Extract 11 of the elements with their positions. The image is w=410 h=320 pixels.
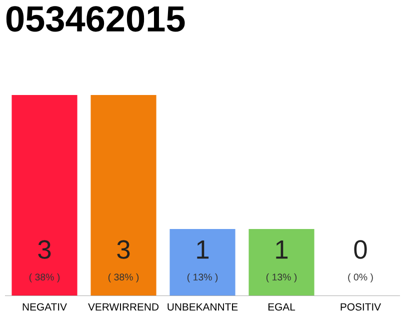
x-tick-label: NEGATIV: [22, 303, 67, 311]
chart-title: 053462015: [6, 6, 185, 32]
data-label: 3 ( 38% ): [108, 240, 139, 282]
data-label: 3 ( 38% ): [29, 240, 60, 282]
x-tick-label: EGAL: [268, 303, 296, 311]
data-label: 1 ( 13% ): [266, 240, 297, 282]
x-tick-label: UNBEKANNTE: [168, 303, 238, 311]
x-tick-label: POSITIV: [340, 303, 382, 311]
x-tick-label: VERWIRREND: [88, 303, 158, 310]
data-label: 1 ( 13% ): [187, 240, 218, 282]
data-label: 0 ( 0% ): [348, 240, 373, 282]
